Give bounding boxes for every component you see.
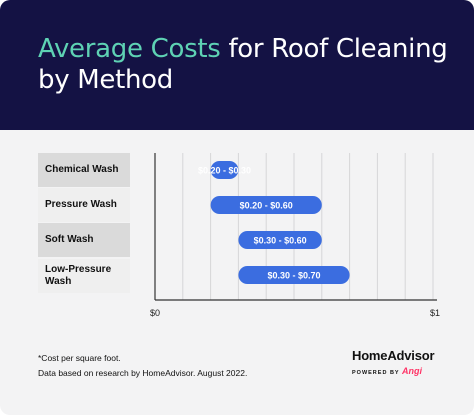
- bar-label: $0.20 - $0.60: [240, 201, 293, 211]
- title-rest: for Roof Cleaning by Method: [38, 34, 448, 95]
- category-label-pressure-wash: Pressure Wash: [38, 188, 130, 222]
- footnote-cost-unit: *Cost per square foot.: [38, 353, 121, 363]
- bar-label: $0.20 - $0.30: [198, 166, 251, 176]
- brand-logo: HomeAdvisor POWERED BY Angi: [352, 348, 442, 376]
- range-bar: [210, 196, 322, 214]
- footnote-source: Data based on research by HomeAdvisor. A…: [38, 368, 248, 378]
- brand-name: HomeAdvisor: [352, 348, 435, 363]
- bar-label: $0.30 - $0.70: [267, 271, 320, 281]
- category-label-low-pressure-wash: Low-Pressure Wash: [38, 259, 130, 293]
- brand-powered-by: POWERED BY Angi: [352, 366, 442, 376]
- x-tick-label: $0: [150, 308, 160, 318]
- bar-label: $0.30 - $0.60: [254, 236, 307, 246]
- range-bar: [238, 231, 322, 249]
- angi-logo: Angi: [402, 366, 423, 376]
- range-bar: [210, 161, 239, 179]
- chart-title: Average Costs for Roof Cleaning by Metho…: [38, 34, 458, 96]
- powered-by-text: POWERED BY: [352, 370, 400, 376]
- category-label-soft-wash: Soft Wash: [38, 223, 130, 257]
- range-bar: [238, 266, 350, 284]
- category-label-chemical-wash: Chemical Wash: [38, 153, 130, 187]
- x-tick-label: $1: [430, 308, 440, 318]
- header-banner: Average Costs for Roof Cleaning by Metho…: [0, 0, 474, 130]
- title-accent: Average Costs: [38, 34, 221, 64]
